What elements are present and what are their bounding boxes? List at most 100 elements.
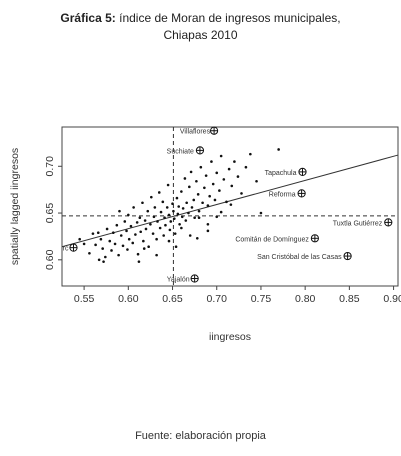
data-point (166, 183, 170, 187)
x-tick-label: 0.80 (295, 293, 316, 305)
influential-point-label: Yajalón (167, 277, 190, 284)
data-point (82, 242, 86, 246)
data-point (94, 243, 97, 247)
data-point (152, 215, 156, 219)
regression-line (61, 154, 399, 248)
influential-point: Yajalón (167, 274, 199, 284)
data-point (136, 252, 140, 256)
x-tick-label: 0.85 (339, 293, 360, 305)
data-point (96, 231, 100, 234)
data-point (227, 167, 231, 171)
data-point (155, 253, 158, 257)
data-point (127, 213, 130, 217)
data-point (167, 239, 171, 243)
data-point (176, 212, 180, 216)
data-point (151, 232, 155, 235)
data-point (211, 182, 215, 186)
chart-title-rest: índice de Moran de ingresos municipales, (115, 11, 341, 25)
axis-ticks: 0.55 0.60 0.65 0.70 0.75 0.80 0.85 0.90 0.60 0.65… (44, 156, 401, 305)
data-point (131, 241, 135, 245)
x-tick-label: 0.65 (162, 293, 183, 305)
data-point (159, 210, 163, 214)
data-point (277, 148, 280, 151)
data-point (189, 170, 193, 174)
data-point (244, 165, 248, 169)
data-point (141, 201, 144, 205)
data-point (118, 209, 121, 213)
data-point (121, 244, 125, 248)
data-point (126, 248, 129, 251)
data-point (163, 216, 166, 220)
data-point (149, 222, 152, 226)
data-point (115, 223, 119, 227)
data-point (119, 234, 123, 237)
data-point (181, 207, 185, 210)
data-point (206, 222, 210, 226)
data-point (146, 209, 150, 213)
influential-point: Comitán de Domínguez (235, 234, 319, 243)
data-point (117, 253, 120, 257)
data-point (173, 232, 177, 235)
data-point (213, 198, 217, 202)
data-point (206, 204, 210, 207)
y-axis-label: spatially lagged iingresos (9, 148, 21, 265)
influential-point: rc (63, 243, 78, 253)
data-point (78, 237, 81, 241)
data-point (144, 227, 148, 231)
data-point (180, 190, 183, 193)
data-point (188, 185, 191, 189)
influential-point: Tapachula (265, 167, 307, 177)
y-tick-label: 0.70 (44, 156, 56, 177)
influential-point-label: Tapachula (265, 170, 297, 177)
data-point (143, 219, 147, 222)
x-tick-label: 0.90 (383, 293, 401, 305)
data-point (134, 233, 137, 236)
data-point (129, 224, 133, 228)
data-point (188, 234, 192, 237)
data-point (255, 179, 258, 183)
data-point (91, 232, 95, 235)
data-point (123, 220, 127, 223)
data-point (175, 196, 179, 200)
data-point (172, 217, 176, 220)
data-point (97, 258, 101, 262)
data-point (229, 203, 233, 206)
data-point (197, 209, 201, 213)
influential-point-label: Suchiate (167, 148, 194, 155)
x-tick-label: 0.75 (251, 293, 272, 305)
data-point (172, 209, 175, 213)
data-point (105, 227, 109, 231)
data-point (184, 219, 188, 222)
data-point (125, 229, 128, 233)
data-point (135, 221, 139, 224)
y-tick-label: 0.65 (44, 203, 56, 224)
data-point (127, 237, 131, 241)
data-point (185, 201, 188, 205)
data-point (138, 216, 142, 220)
influential-point: Villaflores (180, 126, 219, 136)
data-point (155, 237, 158, 241)
data-point (153, 206, 157, 209)
data-point (208, 194, 211, 198)
influential-point-label: Tuxtla Gutiérrez (333, 220, 383, 227)
data-point (142, 239, 145, 243)
data-point (139, 230, 142, 234)
influential-point-label: Villaflores (180, 129, 211, 136)
data-point (142, 247, 146, 250)
data-point (147, 245, 150, 249)
data-point (259, 211, 263, 215)
data-point (101, 247, 104, 250)
data-point (157, 191, 161, 194)
data-point (111, 231, 115, 234)
data-point (171, 202, 174, 205)
data-point (169, 220, 173, 223)
data-point (197, 216, 201, 220)
y-tick-label: 0.60 (44, 249, 56, 270)
data-point (180, 226, 183, 230)
influential-point: Suchiate (167, 146, 205, 155)
source-note: Fuente: elaboración propia (135, 430, 266, 442)
data-point (161, 200, 165, 204)
data-point (249, 152, 252, 156)
data-point (215, 215, 219, 219)
